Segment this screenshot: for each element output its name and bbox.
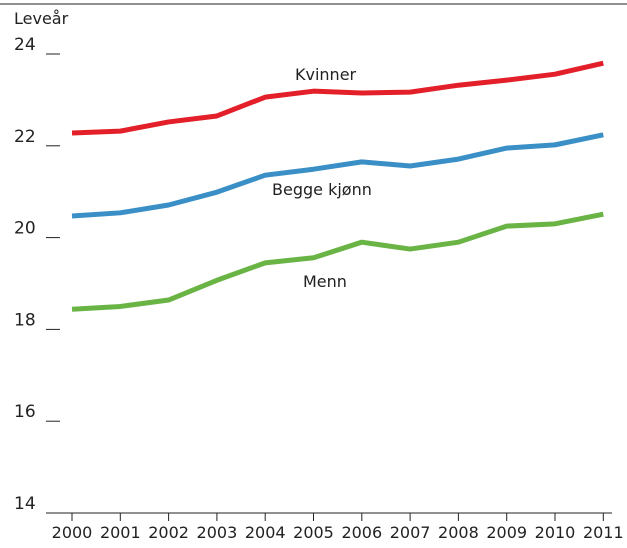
x-tick-label: 2006 bbox=[341, 523, 382, 542]
y-tick-label: 20 bbox=[14, 219, 36, 239]
x-tick-label: 2005 bbox=[293, 523, 334, 542]
line-series bbox=[71, 60, 604, 136]
x-tick-label: 2004 bbox=[245, 523, 286, 542]
x-tick-label: 2002 bbox=[148, 523, 189, 542]
x-tick-label: 2001 bbox=[100, 523, 141, 542]
y-tick-label: 14 bbox=[14, 494, 36, 514]
x-tick-label: 2010 bbox=[535, 523, 576, 542]
line-series bbox=[71, 211, 604, 312]
y-tick-label: 16 bbox=[14, 402, 36, 422]
x-tick-label: 2011 bbox=[583, 523, 624, 542]
series-label: Menn bbox=[303, 272, 347, 291]
y-tick-label: 22 bbox=[14, 127, 36, 147]
y-tick-label: 24 bbox=[14, 35, 36, 55]
x-tick-label: 2008 bbox=[438, 523, 479, 542]
y-tick-label: 18 bbox=[14, 310, 36, 330]
x-tick-label: 2007 bbox=[390, 523, 431, 542]
x-tick-label: 2000 bbox=[52, 523, 93, 542]
series-label: Kvinner bbox=[295, 65, 357, 84]
x-tick-label: 2009 bbox=[486, 523, 527, 542]
x-tick-label: 2003 bbox=[197, 523, 238, 542]
y-axis-label: Leveår bbox=[14, 9, 69, 28]
series-label: Begge kjønn bbox=[272, 180, 372, 199]
line-series bbox=[71, 132, 604, 219]
